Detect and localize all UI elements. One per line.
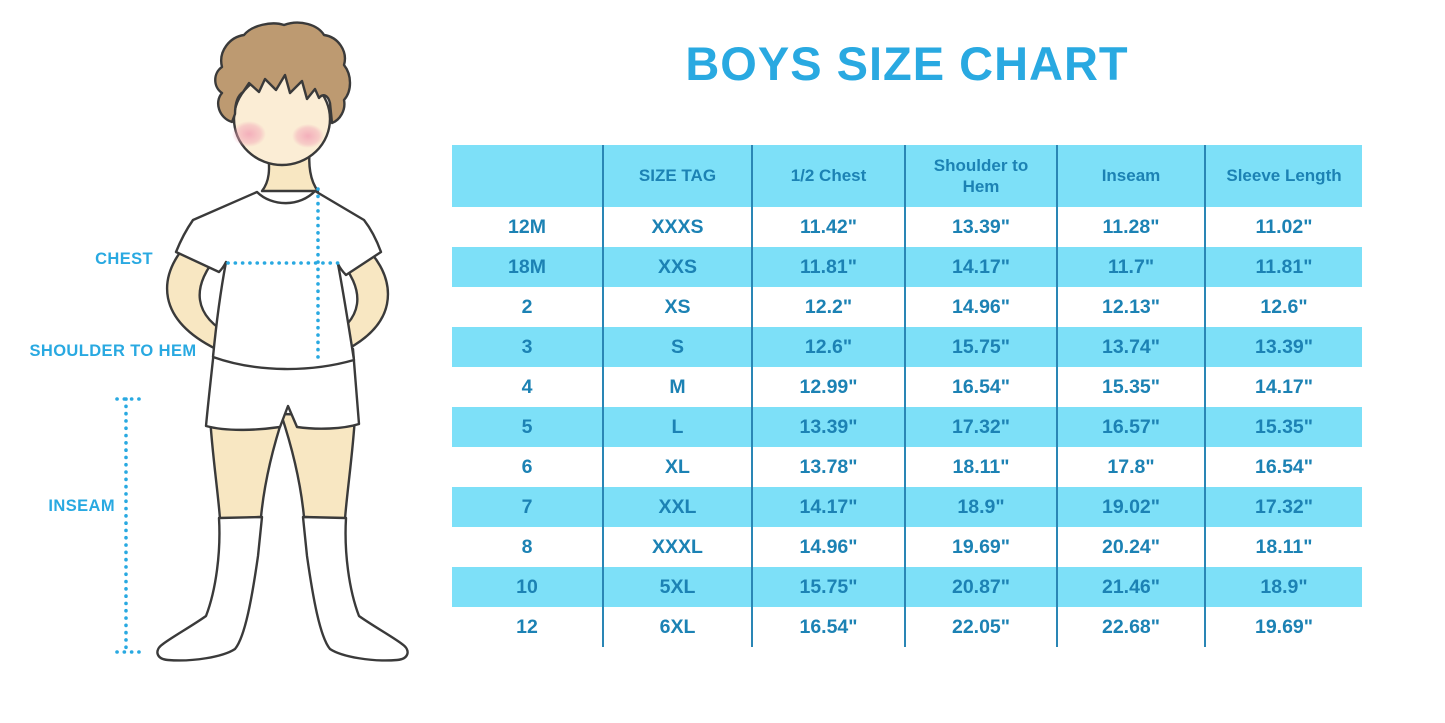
measurement-cell: 15.35" [1204,407,1362,447]
measurement-cell: 22.05" [904,607,1057,647]
table-row: 12 6XL 16.54" 22.05" 22.68" 19.69" [452,607,1362,647]
boy-blush-right [292,124,324,148]
measurement-cell: 17.8" [1056,447,1205,487]
measurement-cell: 17.32" [904,407,1057,447]
size-cell: 5 [452,407,603,447]
measurement-cell: 14.17" [751,487,905,527]
measurement-cell: M [602,367,752,407]
column-header: SIZE TAG [602,145,752,207]
table-row: 7 XXL 14.17" 18.9" 19.02" 17.32" [452,487,1362,527]
measurement-cell: 13.39" [1204,327,1362,367]
measurement-cell: 13.39" [751,407,905,447]
measurement-cell: XL [602,447,752,487]
measurement-cell: L [602,407,752,447]
measurement-cell: 15.35" [1056,367,1205,407]
table-row: 2 XS 12.2" 14.96" 12.13" 12.6" [452,287,1362,327]
measurement-cell: XXXS [602,207,752,247]
boy-blush-left [232,121,266,147]
size-cell: 8 [521,535,533,558]
measurement-cell: 12.2" [751,287,905,327]
measurement-cell: 21.46" [1056,567,1205,607]
table-row: 3 S 12.6" 15.75" 13.74" 13.39" [452,327,1362,367]
boy-left-sock [156,515,264,662]
boy-right-sock [301,515,409,662]
size-cell: 7 [452,487,603,527]
measurement-cell: 18.11" [1204,527,1362,567]
table-row: 6 XL 13.78" 18.11" 17.8" 16.54" [452,447,1362,487]
table-row: 10 5XL 15.75" 20.87" 21.46" 18.9" [452,567,1362,607]
table-row: 12M XXXS 11.42" 13.39" 11.28" 11.02" [452,207,1362,247]
measurement-cell: 15.75" [751,567,905,607]
size-cell: 12 [516,615,538,638]
measurement-cell: 5XL [602,567,752,607]
column-header-empty [452,145,603,207]
inseam-label: INSEAM [48,497,115,515]
column-header: 1/2 Chest [751,145,905,207]
measurement-cell: 18.11" [904,447,1057,487]
measurement-cell: 17.32" [1204,487,1362,527]
measurement-cell: 20.87" [904,567,1057,607]
header-row: SIZE TAG 1/2 Chest Shoulder to Hem Inseam Sl… [452,145,1362,207]
measurement-cell: 14.17" [1204,367,1362,407]
size-cell: 2 [521,295,533,318]
measurement-cell: 12.99" [751,367,905,407]
table-row: 5 L 13.39" 17.32" 16.57" 15.35" [452,407,1362,447]
measurement-cell: 11.02" [1204,207,1362,247]
measurement-cell: 20.24" [1056,527,1205,567]
measurement-cell: 11.81" [1204,247,1362,287]
shoulder-to-hem-label: SHOULDER TO HEM [29,342,197,360]
measurement-cell: 12.6" [1204,287,1362,327]
table-row: 18M XXS 11.81" 14.17" 11.7" 11.81" [452,247,1362,287]
column-header: Sleeve Length [1204,145,1362,207]
boy-shorts [204,347,361,432]
measurement-cell: 18.9" [1204,567,1362,607]
chest-label: CHEST [95,250,153,268]
measurement-cell: 11.28" [1056,207,1205,247]
measurement-cell: 14.96" [751,527,905,567]
measurement-cell: 16.57" [1056,407,1205,447]
measurement-cell: 22.68" [1056,607,1205,647]
size-cell: 6 [521,455,533,478]
page-title: BOYS SIZE CHART [685,37,1129,90]
measurement-cell: 11.81" [751,247,905,287]
measurement-cell: 19.69" [1204,607,1362,647]
size-cell: 3 [452,327,603,367]
column-header: Inseam [1056,145,1205,207]
boy-hair [214,21,352,125]
measurement-cell: 13.78" [751,447,905,487]
measurement-cell: 14.17" [904,247,1057,287]
measurement-cell: 15.75" [904,327,1057,367]
size-table: SIZE TAG 1/2 Chest Shoulder to Hem Inseam Sl… [452,145,1362,647]
measurement-cell: XXL [602,487,752,527]
measurement-cell: 12.6" [751,327,905,367]
column-header: Shoulder to Hem [904,145,1057,207]
measurement-cell: 11.7" [1056,247,1205,287]
measurement-cell: 19.69" [904,527,1057,567]
boy-illustration [115,21,409,662]
measurement-cell: 18.9" [904,487,1057,527]
measurement-cell: 12.13" [1056,287,1205,327]
measurement-cell: 16.54" [904,367,1057,407]
measurement-cell: 19.02" [1056,487,1205,527]
measurement-cell: 11.42" [751,207,905,247]
measurement-cell: 14.96" [904,287,1057,327]
table-row: 8 XXXL 14.96" 19.69" 20.24" 18.11" [452,527,1362,567]
size-cell: 12M [508,215,546,238]
measurement-cell: S [602,327,752,367]
table-row: 4 M 12.99" 16.54" 15.35" 14.17" [452,367,1362,407]
measurement-cell: 16.54" [751,607,905,647]
size-cell: 4 [521,375,533,398]
size-cell: 10 [452,567,603,607]
measurement-cell: XXS [602,247,752,287]
measurement-cell: 13.39" [904,207,1057,247]
measurement-cell: XXXL [602,527,752,567]
inseam-measure-line [115,397,144,654]
measurement-cell: XS [602,287,752,327]
measurement-cell: 13.74" [1056,327,1205,367]
size-cell: 18M [452,247,603,287]
measurement-cell: 6XL [602,607,752,647]
measurement-cell: 16.54" [1204,447,1362,487]
boy-tshirt [174,189,383,371]
